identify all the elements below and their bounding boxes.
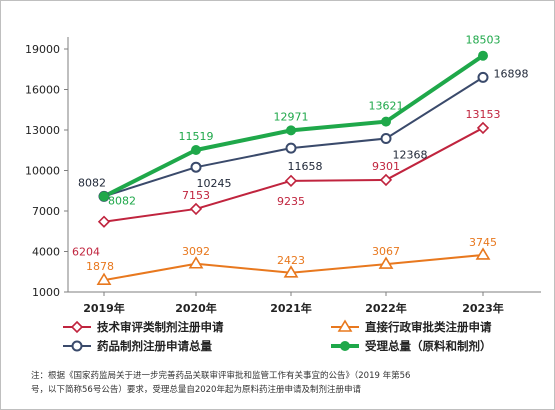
data-point-marker <box>188 256 204 269</box>
x-tick-label: 2022年 <box>365 301 407 315</box>
data-point-marker <box>71 340 83 352</box>
data-point-marker <box>337 319 353 332</box>
data-label: 3745 <box>469 236 497 249</box>
footnote: 注：根据《国家药监局关于进一步完善药品关联审评审批和监管工作有关事宜的公告》（2… <box>31 369 531 397</box>
data-point-marker <box>70 320 84 334</box>
y-tick-label: 16000 <box>25 84 60 97</box>
data-label: 6204 <box>72 246 100 259</box>
data-point-marker <box>476 121 490 135</box>
data-point-marker <box>191 144 201 155</box>
data-point-marker <box>285 142 297 154</box>
x-tick-label: 2021年 <box>270 301 312 315</box>
data-point-marker <box>378 256 394 269</box>
data-label: 13621 <box>369 100 404 113</box>
data-label: 2423 <box>277 254 305 267</box>
data-point-marker <box>284 174 298 187</box>
x-tick-label: 2020年 <box>175 301 217 315</box>
data-label: 3067 <box>372 245 400 258</box>
y-tick-label: 10000 <box>25 165 60 178</box>
data-point-marker <box>189 202 203 216</box>
data-point-marker <box>286 125 296 136</box>
data-label: 8082 <box>78 176 106 189</box>
series-line <box>103 54 485 199</box>
data-point-marker <box>477 71 489 83</box>
data-point-marker <box>99 191 109 202</box>
data-label: 12971 <box>274 110 309 123</box>
y-tick-label: 7000 <box>32 205 60 218</box>
data-point-marker <box>97 215 111 228</box>
data-label: 13153 <box>466 108 501 121</box>
data-point-marker <box>283 265 299 278</box>
y-tick-label: 13000 <box>25 124 60 137</box>
y-tick-label: 19000 <box>25 43 60 56</box>
data-label: 12368 <box>393 149 428 162</box>
data-label: 18503 <box>466 34 501 47</box>
data-label: 16898 <box>494 67 529 80</box>
data-point-marker <box>96 272 112 285</box>
data-label: 3092 <box>182 245 210 258</box>
footnote-line-2: 号，以下简称56号公告）要求，受理总量自2020年起为原料药注册申请及制剂注册申… <box>31 385 361 395</box>
legend-label: 受理总量（原料和制剂） <box>365 339 492 353</box>
data-point-marker <box>380 133 392 145</box>
data-point-marker <box>340 341 350 351</box>
footnote-line-1: 注：根据《国家药监局关于进一步完善药品关联审评审批和监管工作有关事宜的公告》（2… <box>31 371 411 381</box>
x-tick-label: 2023年 <box>462 301 504 315</box>
data-label: 8082 <box>108 194 136 207</box>
legend-label: 药品制剂注册申请总量 <box>97 339 212 353</box>
data-label: 9301 <box>372 160 400 173</box>
y-tick-label: 4000 <box>32 246 60 259</box>
data-label: 7153 <box>182 189 210 202</box>
y-tick-label: 1000 <box>32 286 60 299</box>
data-label: 10245 <box>197 177 232 190</box>
line-chart: 1000 4000 7000 10000 13000 16000 19000 2019年 202… <box>25 34 541 353</box>
legend-label: 直接行政审批类注册申请 <box>365 320 492 334</box>
data-point-marker <box>190 161 202 173</box>
data-label: 11658 <box>288 160 323 173</box>
data-point-marker <box>379 173 393 187</box>
data-point-marker <box>478 50 488 61</box>
legend-label: 技术审评类制剂注册申请 <box>97 320 224 334</box>
data-label: 1878 <box>86 260 114 273</box>
data-label: 9235 <box>277 195 305 208</box>
data-point-marker <box>475 247 491 260</box>
data-point-marker <box>381 116 391 127</box>
x-tick-label: 2019年 <box>83 301 125 315</box>
data-label: 11519 <box>179 130 214 143</box>
